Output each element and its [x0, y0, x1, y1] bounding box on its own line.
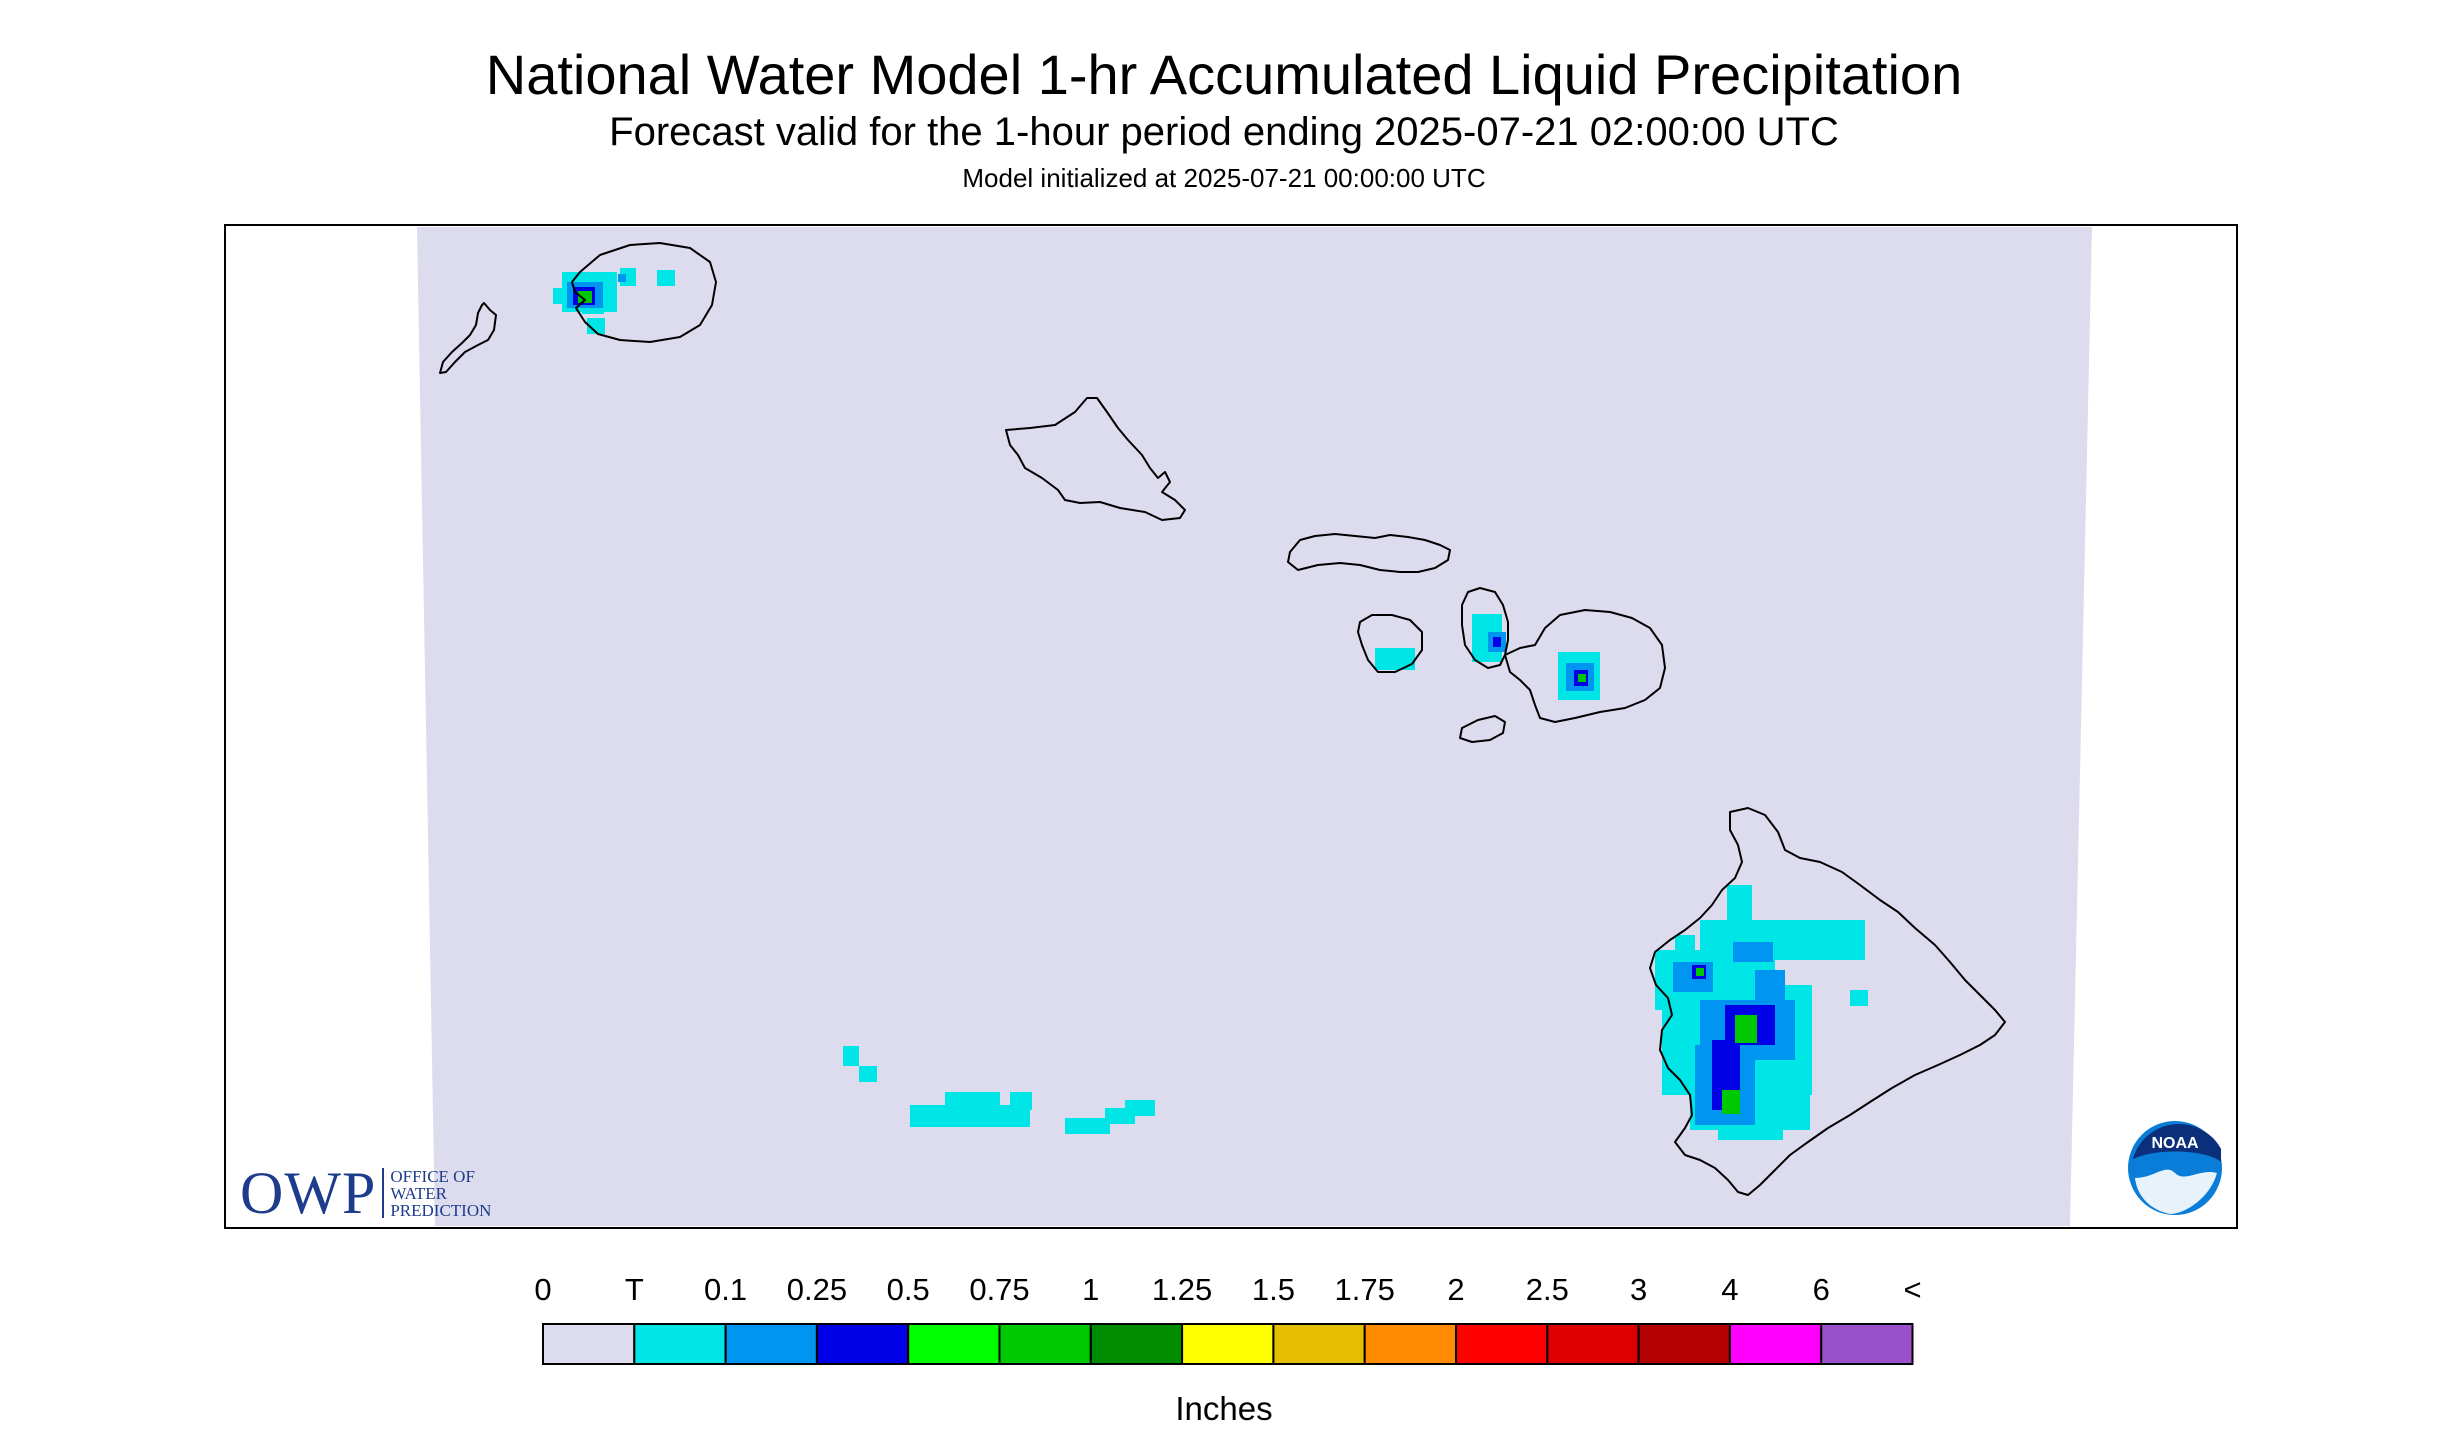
legend-tick-label: 6	[1812, 1272, 1830, 1307]
legend-tick-label: 0	[534, 1272, 552, 1307]
owp-logo: OWP OFFICE OF WATER PREDICTION	[240, 1163, 491, 1223]
noaa-logo-text: NOAA	[2151, 1135, 2199, 1152]
legend-swatch	[998, 1323, 1092, 1365]
legend-swatch	[1546, 1323, 1640, 1365]
legend-tick-label: <	[1903, 1272, 1922, 1307]
legend-swatch	[1637, 1323, 1731, 1365]
legend-tick-label: 1	[1082, 1272, 1100, 1307]
legend-swatch	[815, 1323, 910, 1365]
coast-maui-west	[1461, 587, 1509, 669]
coast-kahoolawe	[1459, 715, 1506, 743]
forecast-valid-subtitle: Forecast valid for the 1-hour period end…	[609, 110, 1839, 154]
owp-divider	[382, 1168, 385, 1218]
legend-swatch	[633, 1323, 727, 1365]
legend-tick-label: 0.25	[786, 1272, 848, 1307]
legend-tick-label: 0.5	[886, 1272, 930, 1307]
legend-tick-label: 2	[1447, 1272, 1465, 1307]
model-init-caption: Model initialized at 2025-07-21 00:00:00…	[962, 163, 1486, 193]
owp-line3: PREDICTION	[390, 1200, 492, 1220]
legend-tick-label: 3	[1629, 1272, 1648, 1307]
legend-swatch	[1272, 1323, 1366, 1365]
legend-tick-label: T	[624, 1272, 644, 1307]
legend-colorbar	[542, 1323, 1914, 1365]
legend-tick-label: 2.5	[1525, 1272, 1569, 1307]
owp-text: OFFICE OF WATER PREDICTION	[390, 1168, 491, 1219]
legend-tick-label: 0.75	[969, 1272, 1030, 1307]
precip-big-island	[1655, 885, 1868, 1140]
precip-kauai	[553, 268, 675, 334]
precip-maui-county	[1375, 614, 1600, 700]
map-title: National Water Model 1-hr Accumulated Li…	[485, 43, 1963, 106]
legend-swatch	[1363, 1323, 1457, 1365]
owp-letters: OWP	[240, 1160, 377, 1226]
coast-lanai	[1357, 614, 1423, 673]
legend-swatch	[1820, 1323, 1914, 1365]
precipitation-field	[553, 268, 1868, 1140]
legend-swatch	[1728, 1323, 1823, 1365]
noaa-logo: NOAA	[2126, 1119, 2224, 1217]
legend-tick-label: 0.1	[704, 1272, 748, 1307]
coast-hawaii	[1649, 807, 2006, 1196]
coast-kauai	[571, 242, 717, 343]
model-domain	[417, 227, 2092, 1226]
legend-swatch	[542, 1323, 636, 1365]
owp-line2: WATER	[390, 1183, 448, 1203]
coast-maui-east	[1504, 609, 1666, 723]
legend-tick-label: 1.25	[1151, 1272, 1213, 1307]
legend-swatch	[1455, 1323, 1549, 1365]
legend-swatch	[907, 1323, 1001, 1365]
legend-tick-label: 1.5	[1251, 1272, 1295, 1307]
legend-swatch	[724, 1323, 818, 1365]
owp-line1: OFFICE OF	[390, 1166, 475, 1186]
coastlines	[439, 242, 2006, 1196]
coast-molokai	[1287, 533, 1451, 573]
coast-niihau	[439, 302, 497, 374]
coast-oahu	[1005, 397, 1186, 521]
legend-swatch	[1089, 1323, 1184, 1365]
legend-tick-label: 1.75	[1334, 1272, 1395, 1307]
legend-units-label: Inches	[1175, 1390, 1273, 1427]
legend-tick-label: 4	[1721, 1272, 1739, 1307]
legend-swatch	[1181, 1323, 1275, 1365]
precip-offshore	[843, 1046, 1155, 1134]
